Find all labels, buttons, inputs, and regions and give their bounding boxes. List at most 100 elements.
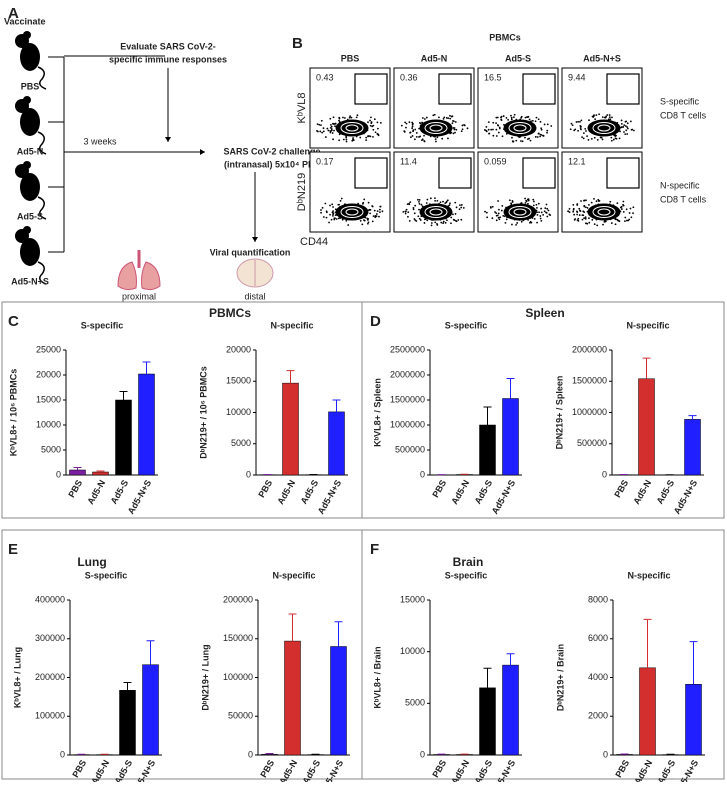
flow-event — [327, 130, 329, 132]
flow-event — [515, 224, 517, 226]
flow-event — [527, 116, 529, 118]
flow-event — [569, 211, 571, 213]
row-label: CD8 T cells — [660, 194, 707, 204]
bar — [686, 684, 702, 755]
chart-subtitle: N-specific — [270, 320, 313, 330]
error-bar — [287, 371, 295, 384]
flow-event — [377, 133, 379, 135]
flow-event — [438, 116, 440, 118]
flow-event — [626, 208, 628, 210]
flow-event — [586, 135, 588, 137]
flow-event — [633, 130, 635, 132]
error-bar — [289, 614, 297, 641]
flow-event — [406, 209, 408, 211]
flow-xlabel: CD44 — [300, 236, 328, 248]
flow-event — [521, 221, 523, 223]
flow-event — [511, 118, 513, 120]
flow-event — [377, 210, 379, 212]
y-tick-label: 10000 — [226, 407, 251, 417]
flow-event — [331, 219, 333, 221]
y-tick-label: 10000 — [400, 646, 425, 656]
flow-event — [412, 123, 414, 125]
error-bar — [74, 468, 82, 471]
flow-event — [372, 136, 374, 138]
flow-event — [356, 116, 358, 118]
flow-event — [602, 116, 604, 118]
flow-event — [442, 222, 444, 224]
flow-event — [500, 116, 502, 118]
flow-event — [591, 138, 593, 140]
flow-event — [580, 200, 582, 202]
flow-event — [577, 130, 579, 132]
flow-event — [505, 222, 507, 224]
gate-percent: 0.36 — [400, 72, 418, 82]
quantification-text: Viral quantification — [210, 247, 291, 257]
flow-event — [602, 139, 604, 141]
flow-event — [525, 202, 527, 204]
flow-event — [503, 115, 505, 117]
flow-event — [351, 140, 353, 142]
group-label: PBS — [21, 81, 40, 91]
y-tick-label: 100000 — [35, 711, 65, 721]
flow-event — [495, 122, 497, 124]
flow-event — [407, 211, 409, 213]
flow-event — [373, 215, 375, 217]
flow-event — [484, 129, 486, 131]
error-bar — [147, 641, 155, 665]
flow-event — [584, 128, 586, 130]
flow-event — [454, 202, 456, 204]
flow-event — [329, 205, 331, 207]
flow-event — [616, 138, 618, 140]
flow-event — [457, 219, 459, 221]
y-tick-label: 200000 — [223, 594, 253, 604]
flow-event — [486, 216, 488, 218]
bar — [640, 668, 656, 755]
flow-event — [452, 122, 454, 124]
x-tick-label: Ad5-N — [631, 478, 653, 506]
flow-event — [426, 219, 428, 221]
flow-event — [537, 136, 539, 138]
flow-event — [413, 207, 415, 209]
flow-event — [579, 214, 581, 216]
flow-event — [594, 223, 596, 225]
gate-percent: 0.43 — [316, 72, 334, 82]
flow-event — [599, 200, 601, 202]
flow-event — [544, 207, 546, 209]
flow-event — [329, 118, 331, 120]
flow-event — [543, 135, 545, 137]
flow-event — [533, 204, 535, 206]
flow-event — [451, 116, 453, 118]
flow-event — [365, 137, 367, 139]
y-tick-label: 1000000 — [390, 419, 425, 429]
flow-event — [621, 123, 623, 125]
flow-event — [456, 220, 458, 222]
flow-event — [418, 209, 420, 211]
flow-event — [452, 213, 454, 215]
flow-event — [580, 127, 582, 129]
organ-label: proximal — [122, 291, 156, 301]
flow-event — [372, 220, 374, 222]
flow-event — [447, 138, 449, 140]
flow-event — [490, 207, 492, 209]
flow-event — [414, 212, 416, 214]
y-axis-title: KᵇVL8+ / 10⁶ PBMCs — [8, 369, 18, 456]
flow-event — [486, 212, 488, 214]
flow-event — [405, 211, 407, 213]
flow-event — [499, 216, 501, 218]
flow-event — [330, 127, 332, 129]
flow-event — [539, 215, 541, 217]
flow-event — [572, 211, 574, 213]
flow-title: PBMCs — [489, 32, 521, 42]
flow-event — [497, 215, 499, 217]
panel-letter: C — [8, 313, 19, 330]
flow-event — [609, 114, 611, 116]
interval-label: 3 weeks — [83, 136, 117, 146]
flow-event — [502, 135, 504, 137]
arrow-head — [252, 237, 258, 242]
flow-event — [572, 204, 574, 206]
flow-ylabel: DᵇN219 — [296, 173, 308, 211]
flow-event — [538, 118, 540, 120]
flow-event — [349, 117, 351, 119]
flow-event — [492, 135, 494, 137]
bar — [685, 419, 701, 475]
